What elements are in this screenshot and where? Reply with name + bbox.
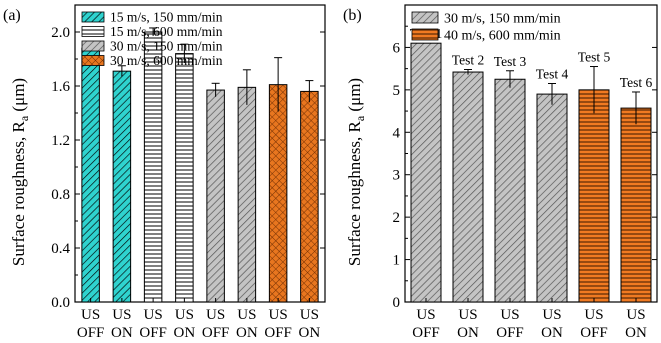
- bar: [143, 31, 163, 303]
- x-tick-label-line1: US: [542, 307, 561, 323]
- bar: [536, 93, 568, 303]
- bar: [268, 84, 288, 303]
- svg-text:Surface roughness, Ra (μm): Surface roughness, Ra (μm): [9, 78, 31, 266]
- svg-text:Surface roughness, Ra (μm): Surface roughness, Ra (μm): [345, 78, 367, 266]
- x-tick-label-line2: OFF: [139, 325, 167, 341]
- y-tick-label: 4: [393, 125, 401, 141]
- y-tick-label: 0.8: [51, 187, 70, 203]
- panel-b-label: (b): [343, 7, 362, 24]
- x-tick-label-line2: OFF: [496, 325, 524, 341]
- x-tick-label-line2: OFF: [580, 325, 608, 341]
- x-tick-label-line1: US: [144, 307, 163, 323]
- bar: [620, 107, 652, 303]
- legend-swatch: [81, 11, 105, 23]
- x-tick-label-line1: US: [81, 307, 100, 323]
- x-tick-label-line1: US: [237, 307, 256, 323]
- panel-a-ylabel-sub: a: [17, 115, 31, 121]
- y-tick-label: 0.4: [51, 241, 70, 257]
- x-tick-label-line2: ON: [457, 325, 479, 341]
- panel-b-ylabel-main: Surface roughness, R: [345, 121, 364, 267]
- panel-b-legend: 30 m/s, 150 mm/min 40 m/s, 600 mm/min: [411, 11, 561, 44]
- bar-annotation: Test 3: [494, 54, 527, 69]
- x-tick-label-line1: US: [458, 307, 477, 323]
- bar-annotation: Test 6: [620, 75, 653, 90]
- legend-swatch: [411, 11, 439, 24]
- x-tick-label-line1: US: [112, 307, 131, 323]
- bar: [81, 47, 100, 303]
- legend-swatch: [81, 40, 105, 52]
- bar: [112, 70, 132, 303]
- y-tick-label: 5: [393, 83, 401, 99]
- bar: [494, 78, 526, 303]
- y-tick-label: 1.6: [51, 79, 70, 95]
- bar: [237, 86, 257, 303]
- y-tick-label: 1.2: [51, 133, 70, 149]
- x-tick-label-line2: OFF: [77, 325, 105, 341]
- x-tick-label-line2: ON: [541, 325, 563, 341]
- x-tick-label-line2: ON: [236, 325, 258, 341]
- x-tick-label-line2: OFF: [202, 325, 230, 341]
- legend-label: 15 m/s, 600 mm/min: [110, 24, 223, 39]
- bar: [410, 42, 442, 303]
- bar: [300, 90, 319, 303]
- x-tick-label-line1: US: [269, 307, 288, 323]
- y-tick-label: 2.0: [51, 25, 70, 41]
- bar-annotation: Test 2: [452, 52, 484, 67]
- bar: [206, 89, 225, 303]
- bar: [175, 53, 194, 303]
- panel-b-ylabel: Surface roughness, Ra (μm): [345, 78, 367, 266]
- x-tick-label-line2: OFF: [412, 325, 440, 341]
- x-tick-label-line1: US: [584, 307, 603, 323]
- panel-a: (a) Surface roughness, Ra (μm) 0.0 0.4 0.8…: [3, 4, 326, 341]
- y-tick-label: 6: [393, 40, 401, 56]
- legend-label: 30 m/s, 150 mm/min: [444, 12, 561, 27]
- y-tick-label: 0: [393, 295, 401, 311]
- legend-swatch: [81, 55, 105, 66]
- x-tick-label-line2: OFF: [264, 325, 292, 341]
- panel-a-label: (a): [3, 7, 21, 24]
- legend-label: 30 m/s, 600 mm/min: [110, 53, 223, 68]
- x-tick-label-line1: US: [500, 307, 519, 323]
- bar-annotation: Test 4: [536, 66, 569, 81]
- legend-label: 15 m/s, 150 mm/min: [110, 10, 223, 25]
- y-tick-label: 0.0: [51, 295, 70, 311]
- x-tick-label-line2: ON: [625, 325, 647, 341]
- legend-label: 40 m/s, 600 mm/min: [444, 29, 561, 44]
- legend-swatch: [411, 28, 439, 41]
- panel-b-ylabel-unit: (μm): [345, 78, 364, 116]
- x-tick-label-line2: ON: [111, 325, 133, 341]
- panel-a-ylabel: Surface roughness, Ra (μm): [9, 78, 31, 266]
- panel-a-ylabel-unit: (μm): [9, 78, 28, 116]
- x-tick-label-line1: US: [416, 307, 435, 323]
- panel-a-axes-frame: [74, 4, 326, 303]
- x-tick-label-line1: US: [300, 307, 319, 323]
- y-tick-label: 3: [393, 168, 401, 184]
- panel-a-ylabel-main: Surface roughness, R: [9, 121, 28, 267]
- y-tick-label: 2: [393, 210, 401, 226]
- bar-annotation: Test 5: [578, 50, 611, 65]
- bar: [452, 71, 484, 303]
- x-tick-label-line1: US: [206, 307, 225, 323]
- x-tick-label-line1: US: [175, 307, 194, 323]
- panel-b-axes-frame: [404, 4, 658, 303]
- panel-b-ylabel-sub: a: [353, 115, 367, 121]
- panel-b: (b) Surface roughness, Ra (μm) 0 1 2 3 4 5 6 US…: [343, 4, 658, 341]
- y-tick-label: 1: [393, 253, 401, 269]
- bar: [578, 89, 610, 303]
- x-tick-label-line2: ON: [299, 325, 321, 341]
- legend-swatch: [81, 26, 105, 37]
- x-tick-label-line1: US: [626, 307, 645, 323]
- x-tick-label-line2: ON: [174, 325, 196, 341]
- legend-label: 30 m/s, 150 mm/min: [110, 39, 223, 54]
